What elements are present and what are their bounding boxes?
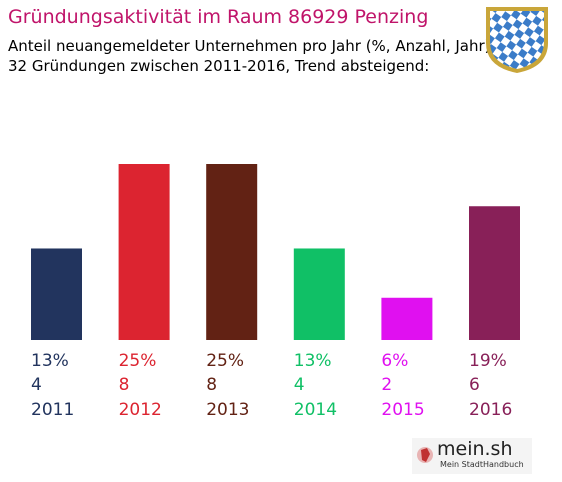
pct-label-2013: 25%: [206, 351, 244, 371]
bar-2015: [381, 297, 433, 340]
count-label-2016: 6: [469, 375, 480, 395]
bar-2011: [31, 248, 82, 340]
year-label-2011: 2011: [31, 400, 74, 420]
logo-subtitle: Mein StadtHandbuch: [440, 460, 524, 469]
mein-sh-logo: [412, 438, 532, 474]
bar-2014: [293, 248, 345, 340]
pct-label-2012: 25%: [119, 351, 157, 371]
year-label-2012: 2012: [119, 400, 162, 420]
year-label-2015: 2015: [381, 400, 424, 420]
year-label-2016: 2016: [469, 400, 512, 420]
pct-label-2014: 13%: [294, 351, 332, 371]
count-label-2015: 2: [381, 375, 392, 395]
year-label-2014: 2014: [294, 400, 337, 420]
count-label-2011: 4: [31, 375, 42, 395]
pct-label-2011: 13%: [31, 351, 69, 371]
count-label-2014: 4: [294, 375, 305, 395]
pct-label-2015: 6%: [381, 351, 408, 371]
logo-text: mein.sh: [437, 438, 513, 460]
bar-2013: [206, 164, 258, 340]
bar-2012: [118, 164, 170, 340]
page-title: Gründungsaktivität im Raum 86929 Penzing: [8, 6, 429, 28]
chart-subtitle-line2: 32 Gründungen zwischen 2011-2016, Trend …: [8, 57, 430, 75]
chart-subtitle-line1: Anteil neuangemeldeter Unternehmen pro J…: [8, 37, 491, 55]
year-label-2013: 2013: [206, 400, 249, 420]
pct-label-2016: 19%: [469, 351, 507, 371]
bar-2016: [469, 206, 520, 340]
bavarian-coat-of-arms-icon: [486, 7, 548, 73]
count-label-2013: 8: [206, 375, 217, 395]
count-label-2012: 8: [119, 375, 130, 395]
